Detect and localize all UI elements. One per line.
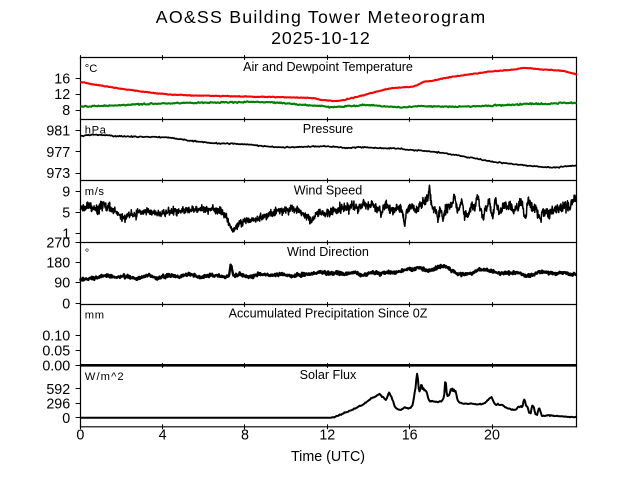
- svg-text:AO&SS Building Tower Meteorogr: AO&SS Building Tower Meteorogram: [156, 7, 487, 27]
- svg-text:Air and Dewpoint Temperature: Air and Dewpoint Temperature: [243, 60, 413, 74]
- svg-text:8: 8: [62, 103, 70, 119]
- svg-text:°C: °C: [85, 63, 98, 75]
- svg-text:981: 981: [46, 124, 70, 140]
- svg-text:16: 16: [402, 428, 418, 444]
- svg-text:20: 20: [484, 428, 500, 444]
- svg-text:90: 90: [54, 276, 70, 292]
- svg-text:270: 270: [46, 236, 70, 252]
- svg-text:296: 296: [46, 396, 70, 412]
- svg-text:0: 0: [62, 297, 70, 313]
- svg-text:hPa: hPa: [85, 125, 107, 137]
- svg-text:Wind Direction: Wind Direction: [287, 245, 369, 259]
- svg-text:Accumulated Precipitation Sinc: Accumulated Precipitation Since 0Z: [229, 307, 428, 321]
- svg-text:Time (UTC): Time (UTC): [291, 449, 365, 465]
- svg-text:0.05: 0.05: [42, 344, 70, 360]
- svg-text:16: 16: [54, 71, 70, 87]
- svg-text:Solar Flux: Solar Flux: [300, 368, 357, 382]
- svg-text:9: 9: [62, 185, 70, 201]
- svg-text:0.10: 0.10: [42, 328, 70, 344]
- svg-text:Pressure: Pressure: [303, 122, 353, 136]
- svg-text:12: 12: [319, 428, 335, 444]
- svg-text:977: 977: [46, 145, 70, 161]
- svg-text:4: 4: [159, 428, 167, 444]
- svg-text:0: 0: [62, 411, 70, 427]
- svg-text:1: 1: [62, 227, 70, 243]
- svg-text:973: 973: [46, 166, 70, 182]
- svg-text:0.00: 0.00: [42, 358, 70, 374]
- svg-text:180: 180: [46, 256, 70, 272]
- svg-text:592: 592: [46, 382, 70, 398]
- svg-text:Wind Speed: Wind Speed: [294, 183, 363, 197]
- svg-text:2025-10-12: 2025-10-12: [271, 28, 370, 48]
- svg-text:°: °: [85, 248, 89, 260]
- svg-text:5: 5: [62, 206, 70, 222]
- svg-text:m/s: m/s: [85, 186, 105, 198]
- svg-text:8: 8: [241, 428, 249, 444]
- svg-text:W/m^2: W/m^2: [85, 371, 125, 383]
- svg-text:0: 0: [76, 428, 84, 444]
- svg-text:mm: mm: [85, 309, 105, 321]
- svg-text:12: 12: [54, 87, 70, 103]
